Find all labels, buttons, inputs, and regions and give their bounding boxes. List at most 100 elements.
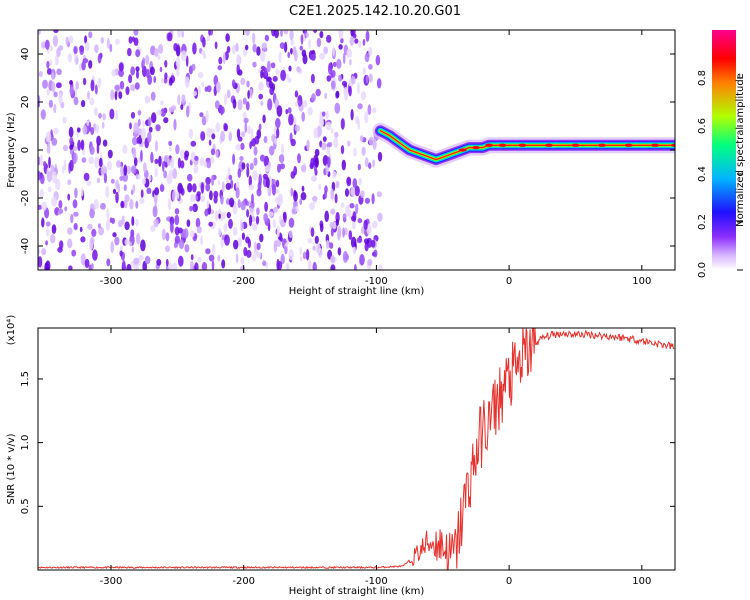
noise-blob — [168, 140, 173, 146]
noise-blob — [75, 81, 79, 90]
noise-blob — [68, 35, 74, 44]
noise-blob — [332, 46, 335, 57]
snr-line — [38, 328, 675, 570]
noise-blob — [208, 139, 212, 146]
noise-blob — [325, 110, 329, 120]
noise-blob — [204, 86, 208, 92]
noise-blob — [185, 55, 189, 67]
noise-blob — [349, 203, 355, 209]
noise-blob — [69, 159, 74, 172]
noise-blob — [330, 264, 336, 270]
noise-blob — [310, 73, 315, 84]
noise-blob — [183, 228, 189, 239]
noise-blob — [272, 219, 276, 228]
noise-blob — [135, 232, 141, 245]
noise-blob — [150, 151, 154, 164]
noise-blob — [107, 149, 113, 159]
noise-blob — [132, 136, 138, 146]
noise-blob — [120, 200, 125, 209]
noise-blob — [267, 185, 272, 197]
noise-blob — [355, 203, 359, 215]
noise-blob — [83, 172, 90, 182]
noise-blob — [116, 160, 121, 168]
y-tick-label: 1.0 — [20, 435, 31, 451]
noise-blob — [243, 246, 248, 257]
noise-blob — [260, 69, 264, 79]
noise-blob — [160, 78, 164, 84]
noise-blob — [288, 217, 295, 228]
noise-blob — [373, 249, 378, 258]
colorbar-tick-label: 0.4 — [697, 166, 708, 182]
noise-blob — [135, 49, 141, 58]
noise-blob — [307, 237, 313, 244]
chart-title: C2E1.2025.142.10.20.G01 — [289, 4, 461, 19]
noise-blob — [222, 52, 226, 65]
noise-blob — [237, 168, 242, 179]
x-tick-label: 0 — [506, 576, 512, 587]
noise-blob — [271, 183, 276, 196]
noise-blob — [103, 172, 107, 184]
noise-blob — [122, 172, 128, 182]
ridge-peak — [458, 148, 467, 152]
noise-blob — [125, 86, 130, 96]
noise-blob — [84, 35, 88, 44]
y-tick-label: -20 — [20, 190, 31, 206]
noise-blob — [38, 71, 43, 77]
x-tick-label: 100 — [632, 276, 651, 287]
noise-blob — [97, 77, 102, 88]
noise-blob — [58, 200, 63, 209]
noise-blob — [109, 217, 113, 223]
noise-blob — [305, 249, 310, 261]
noise-blob — [177, 94, 181, 105]
noise-blob — [174, 208, 180, 215]
y-tick-label: -40 — [20, 238, 31, 254]
noise-blob — [297, 153, 301, 164]
noise-blob — [80, 236, 86, 243]
x-tick-label: -100 — [365, 576, 388, 587]
noise-blob — [53, 30, 59, 34]
noise-blob — [114, 236, 120, 246]
noise-blob — [322, 136, 327, 142]
noise-blob — [91, 228, 97, 237]
ridge-peak — [671, 143, 675, 147]
noise-blob — [126, 165, 131, 175]
noise-blob — [135, 66, 140, 72]
noise-blob — [110, 241, 114, 254]
noise-blob — [73, 96, 79, 106]
snr-y-multiplier: (x10⁴) — [6, 315, 17, 346]
noise-blob — [115, 38, 120, 45]
noise-blob — [330, 254, 335, 264]
noise-blob — [348, 210, 352, 219]
noise-blob — [361, 226, 365, 235]
noise-blob — [263, 136, 268, 144]
noise-blob — [225, 182, 232, 190]
noise-blob — [62, 165, 65, 174]
x-tick-label: 0 — [506, 276, 512, 287]
noise-blob — [51, 137, 58, 146]
noise-blob — [252, 170, 258, 181]
noise-blob — [210, 30, 214, 36]
noise-blob — [335, 90, 340, 98]
colorbar: 0.0 0.2 0.4 0.6 0.8 Normalized spectral ampl… — [697, 30, 746, 278]
noise-blob — [348, 85, 352, 97]
noise-blob — [272, 75, 278, 82]
snr-panel: -300 -200 -100 0 100 0.5 1.0 1.5 Height of str… — [6, 315, 676, 597]
noise-blob — [168, 262, 173, 270]
noise-blob — [69, 144, 74, 150]
noise-blob — [213, 190, 219, 199]
noise-blob — [215, 81, 221, 93]
noise-blob — [44, 39, 50, 50]
noise-blob — [120, 166, 124, 176]
noise-blob — [337, 247, 342, 256]
noise-blob — [324, 92, 328, 100]
noise-blob — [258, 123, 262, 131]
noise-blob — [245, 30, 250, 36]
noise-blob — [119, 245, 124, 252]
noise-blob — [217, 180, 221, 186]
noise-blob — [220, 130, 226, 142]
ridge-peak — [471, 146, 480, 150]
noise-blob — [240, 200, 246, 211]
noise-blob — [358, 40, 362, 48]
noise-blob — [173, 118, 177, 131]
noise-blob — [74, 54, 79, 65]
